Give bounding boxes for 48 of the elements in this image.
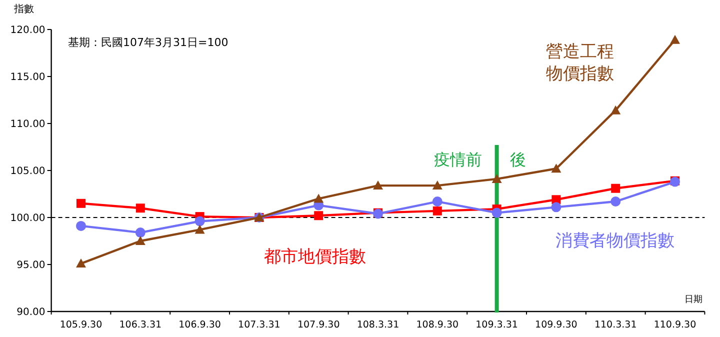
point <box>194 224 205 234</box>
y-tick-label: 95.00 <box>16 260 46 271</box>
y-axis-title: 指數 <box>13 3 34 15</box>
point <box>610 196 621 207</box>
point <box>670 34 680 44</box>
y-tick-label: 110.00 <box>10 119 46 130</box>
point <box>135 228 146 238</box>
x-tick-label: 106.9.30 <box>178 320 221 330</box>
y-tick-label: 115.00 <box>10 72 46 83</box>
x-tick-label: 110.9.30 <box>654 320 696 330</box>
annotation: 疫情前 <box>434 150 482 169</box>
annotation: 基期：民國107年3月31日=100 <box>68 36 228 49</box>
point <box>551 202 562 212</box>
point <box>432 196 442 207</box>
x-tick-label: 110.3.31 <box>594 320 637 330</box>
point <box>194 216 205 226</box>
point <box>492 208 502 218</box>
x-tick-label: 108.9.30 <box>416 320 459 330</box>
x-tick-label: 106.3.31 <box>119 320 162 330</box>
x-tick-label: 108.3.31 <box>356 320 400 330</box>
annotation: 後 <box>510 150 526 169</box>
point <box>610 105 621 114</box>
x-tick-label: 107.9.30 <box>297 320 340 330</box>
x-tick-label: 107.3.31 <box>238 320 280 330</box>
point <box>492 174 502 183</box>
x-tick-label: 105.9.30 <box>60 320 102 330</box>
point <box>136 204 145 213</box>
point <box>551 164 562 173</box>
point <box>432 206 442 216</box>
point <box>373 180 383 190</box>
y-tick-label: 120.00 <box>10 25 46 36</box>
point <box>611 184 620 193</box>
point <box>432 180 442 190</box>
point <box>76 258 86 268</box>
y-tick-label: 100.00 <box>10 213 46 224</box>
point <box>135 236 146 245</box>
series-label: 營造工程物價指數 <box>546 42 614 84</box>
x-tick-label: 109.3.31 <box>476 320 518 330</box>
x-axis-title: 日期 <box>684 294 703 305</box>
point <box>314 211 324 220</box>
point <box>314 194 324 203</box>
point <box>76 220 86 231</box>
y-tick-label: 90.00 <box>16 307 46 318</box>
x-tick-label: 109.9.30 <box>535 320 578 330</box>
y-tick-label: 105.00 <box>10 166 46 177</box>
series-label: 消費者物價指數 <box>556 231 674 251</box>
point <box>76 198 86 208</box>
series-label: 都市地價指數 <box>264 247 366 267</box>
